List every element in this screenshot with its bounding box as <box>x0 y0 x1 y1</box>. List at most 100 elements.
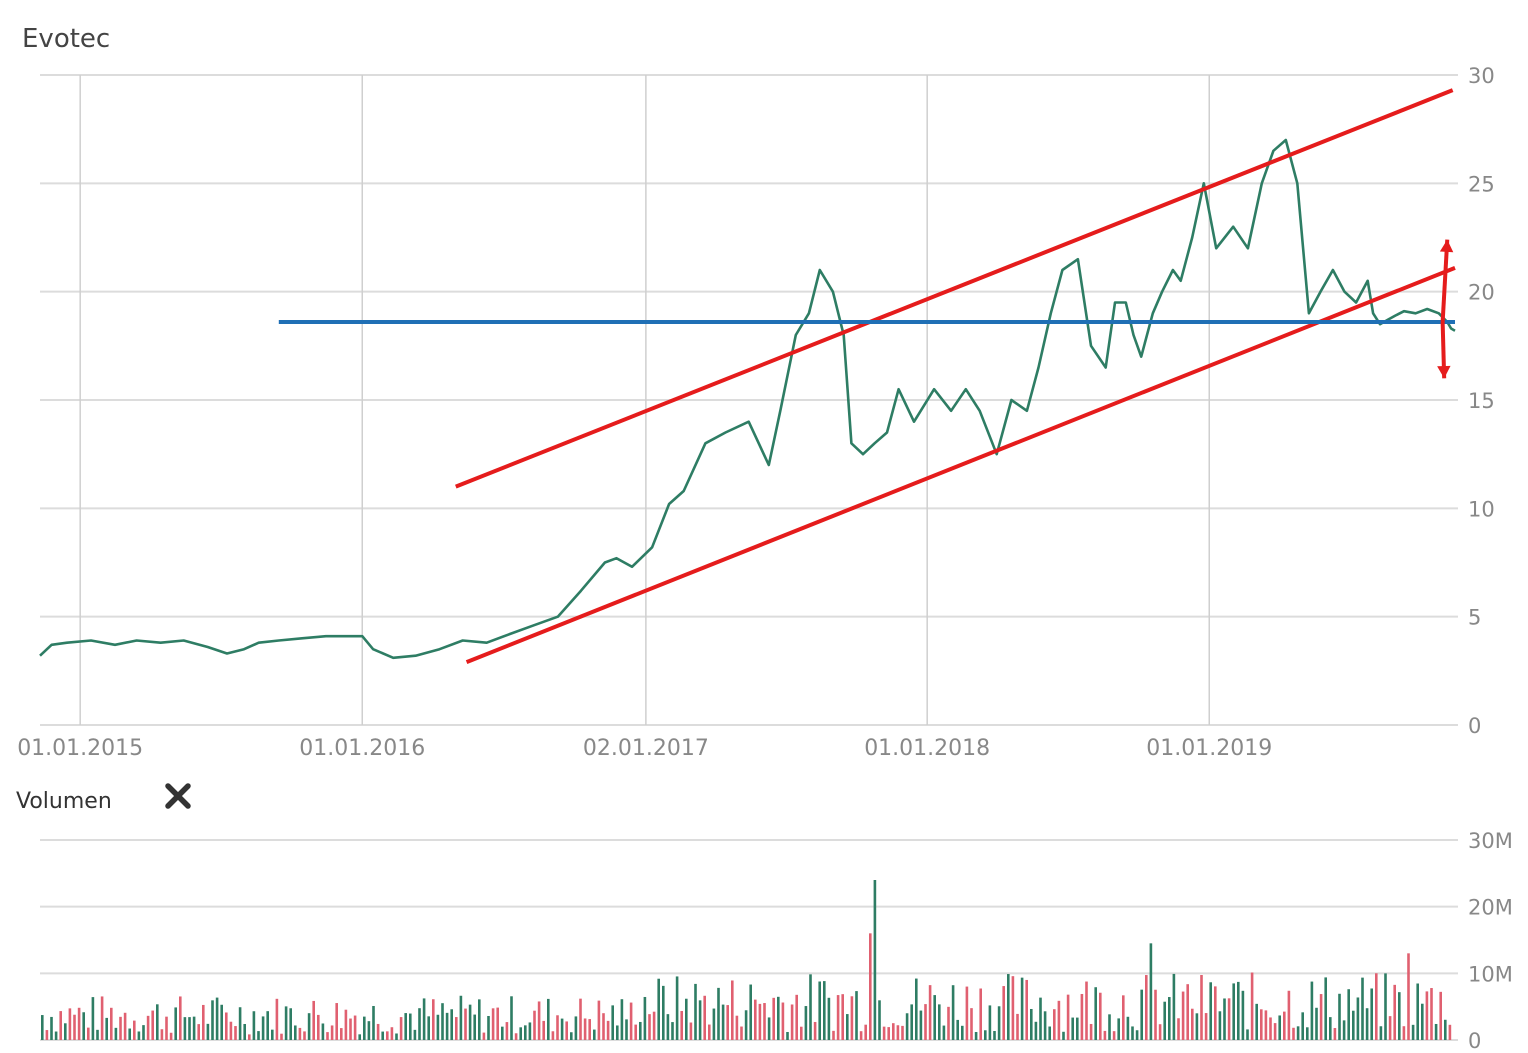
volume-bar-up <box>1306 1027 1309 1040</box>
volume-bar-down <box>1264 1010 1268 1040</box>
volume-bar-down <box>533 1010 536 1040</box>
volume-bar-up <box>183 1017 187 1040</box>
arrow-up-icon-head <box>1439 239 1454 253</box>
volume-bar-up <box>919 1010 923 1040</box>
price-x-tick-label: 01.01.2016 <box>299 736 425 761</box>
volume-bar-down <box>248 1034 251 1040</box>
volume-bar-up <box>625 1019 628 1040</box>
volume-bar-down <box>602 1013 605 1040</box>
volume-bar-down <box>1204 1013 1208 1040</box>
volume-bar-down <box>482 1032 486 1040</box>
volume-bar-up <box>395 1033 398 1040</box>
volume-bar-up <box>1043 1011 1047 1040</box>
volume-bar-up <box>1342 1020 1346 1040</box>
price-series-line <box>39 138 1456 660</box>
volume-bar-up <box>501 1026 504 1040</box>
volume-bar-up <box>1117 1018 1120 1040</box>
volume-bars <box>41 880 1452 1040</box>
close-icon[interactable] <box>165 783 191 809</box>
volume-bar-up <box>363 1016 366 1040</box>
price-x-axis: 01.01.2015 01.01.2016 02.01.2017 01.01.2018… <box>17 736 1272 761</box>
volume-bar-down <box>1177 1018 1180 1040</box>
volume-bar-up <box>657 978 660 1040</box>
volume-bar-up <box>266 1011 269 1040</box>
volume-bar-up <box>1232 983 1235 1040</box>
volume-y-tick-label: 10M <box>1468 962 1513 986</box>
volume-bar-down <box>1085 981 1088 1040</box>
volume-bar-up <box>938 1004 941 1040</box>
volume-bar-up <box>1379 1026 1383 1040</box>
volume-bar-up <box>257 1031 260 1040</box>
volume-bar-up <box>372 1005 375 1040</box>
volume-bar-up <box>721 1004 725 1040</box>
volume-bar-down <box>892 1023 895 1040</box>
volume-bar-up <box>1140 989 1143 1040</box>
volume-bar-up <box>367 1021 371 1040</box>
volume-bar-down <box>1388 1016 1392 1040</box>
volume-bar-up <box>873 880 877 1040</box>
volume-bar-up <box>698 1000 702 1040</box>
volume-bar-up <box>1020 977 1024 1040</box>
volume-bar-up <box>1163 1001 1166 1040</box>
price-y-tick-label: 5 <box>1468 606 1481 630</box>
volume-bar-up <box>418 1008 421 1040</box>
volume-bar-down <box>901 1025 904 1040</box>
volume-bar-down <box>464 1008 467 1040</box>
volume-bar-up <box>91 997 95 1040</box>
volume-bar-up <box>64 1023 67 1040</box>
volume-bar-down <box>151 1010 154 1040</box>
volume-bar-up <box>988 1005 992 1040</box>
volume-bar-up <box>436 1014 440 1040</box>
volume-bar-down <box>179 996 182 1040</box>
volume-bar-up <box>41 1015 44 1040</box>
volume-bar-down <box>1053 1009 1056 1040</box>
volume-bar-down <box>537 1001 541 1040</box>
volume-bar-down <box>1283 1011 1286 1040</box>
price-x-tick-label: 01.01.2018 <box>864 736 990 761</box>
volume-bar-up <box>1338 993 1341 1040</box>
volume-y-tick-label: 20M <box>1468 896 1513 920</box>
volume-bar-up <box>409 1013 412 1040</box>
volume-bar-up <box>284 1006 288 1040</box>
volume-bar-down <box>1448 1024 1452 1040</box>
upper-channel-line <box>455 88 1454 489</box>
volume-bar-up <box>1039 997 1042 1040</box>
volume-bar-down <box>947 1006 950 1040</box>
volume-bar-up <box>1365 1008 1369 1040</box>
volume-bar-up <box>1241 990 1245 1040</box>
price-y-tick-label: 20 <box>1468 281 1495 305</box>
volume-bar-down <box>731 980 734 1040</box>
volume-bar-down <box>146 1015 150 1040</box>
volume-bar-down <box>1181 991 1185 1040</box>
volume-bar-up <box>767 1017 771 1040</box>
volume-bar-down <box>1112 1031 1116 1040</box>
volume-bar-up <box>478 999 481 1040</box>
volume-bar-down <box>970 1008 973 1040</box>
volume-bar-down <box>1333 1028 1337 1040</box>
volume-bar-up <box>1329 1017 1332 1040</box>
volume-bar-up <box>450 1009 453 1040</box>
volume-bar-up <box>473 1014 476 1040</box>
volume-bar-up <box>1278 1015 1281 1040</box>
volume-bar-down <box>275 998 279 1040</box>
volume-bar-up <box>1255 1003 1258 1040</box>
lower-channel-line <box>465 265 1456 665</box>
price-y-axis: 0 5 10 15 20 25 30 <box>1468 64 1495 738</box>
volume-bar-up <box>96 1029 99 1040</box>
volume-bar-down <box>303 1031 306 1040</box>
volume-bar-up <box>114 1027 118 1040</box>
volume-bar-up <box>717 987 720 1040</box>
volume-bar-up <box>261 1016 265 1040</box>
volume-bar-down <box>781 1002 785 1040</box>
volume-bar-up <box>271 1029 274 1040</box>
price-y-tick-label: 15 <box>1468 389 1495 413</box>
volume-bar-up <box>560 1018 564 1040</box>
volume-grid <box>40 839 1458 1041</box>
volume-bar-up <box>358 1034 361 1040</box>
price-x-tick-label: 01.01.2019 <box>1146 736 1272 761</box>
volume-bar-down <box>965 986 969 1040</box>
volume-bar-down <box>229 1021 233 1040</box>
volume-bar-up <box>174 1007 177 1040</box>
volume-bar-up <box>1135 1030 1139 1040</box>
volume-bar-up <box>128 1028 131 1040</box>
